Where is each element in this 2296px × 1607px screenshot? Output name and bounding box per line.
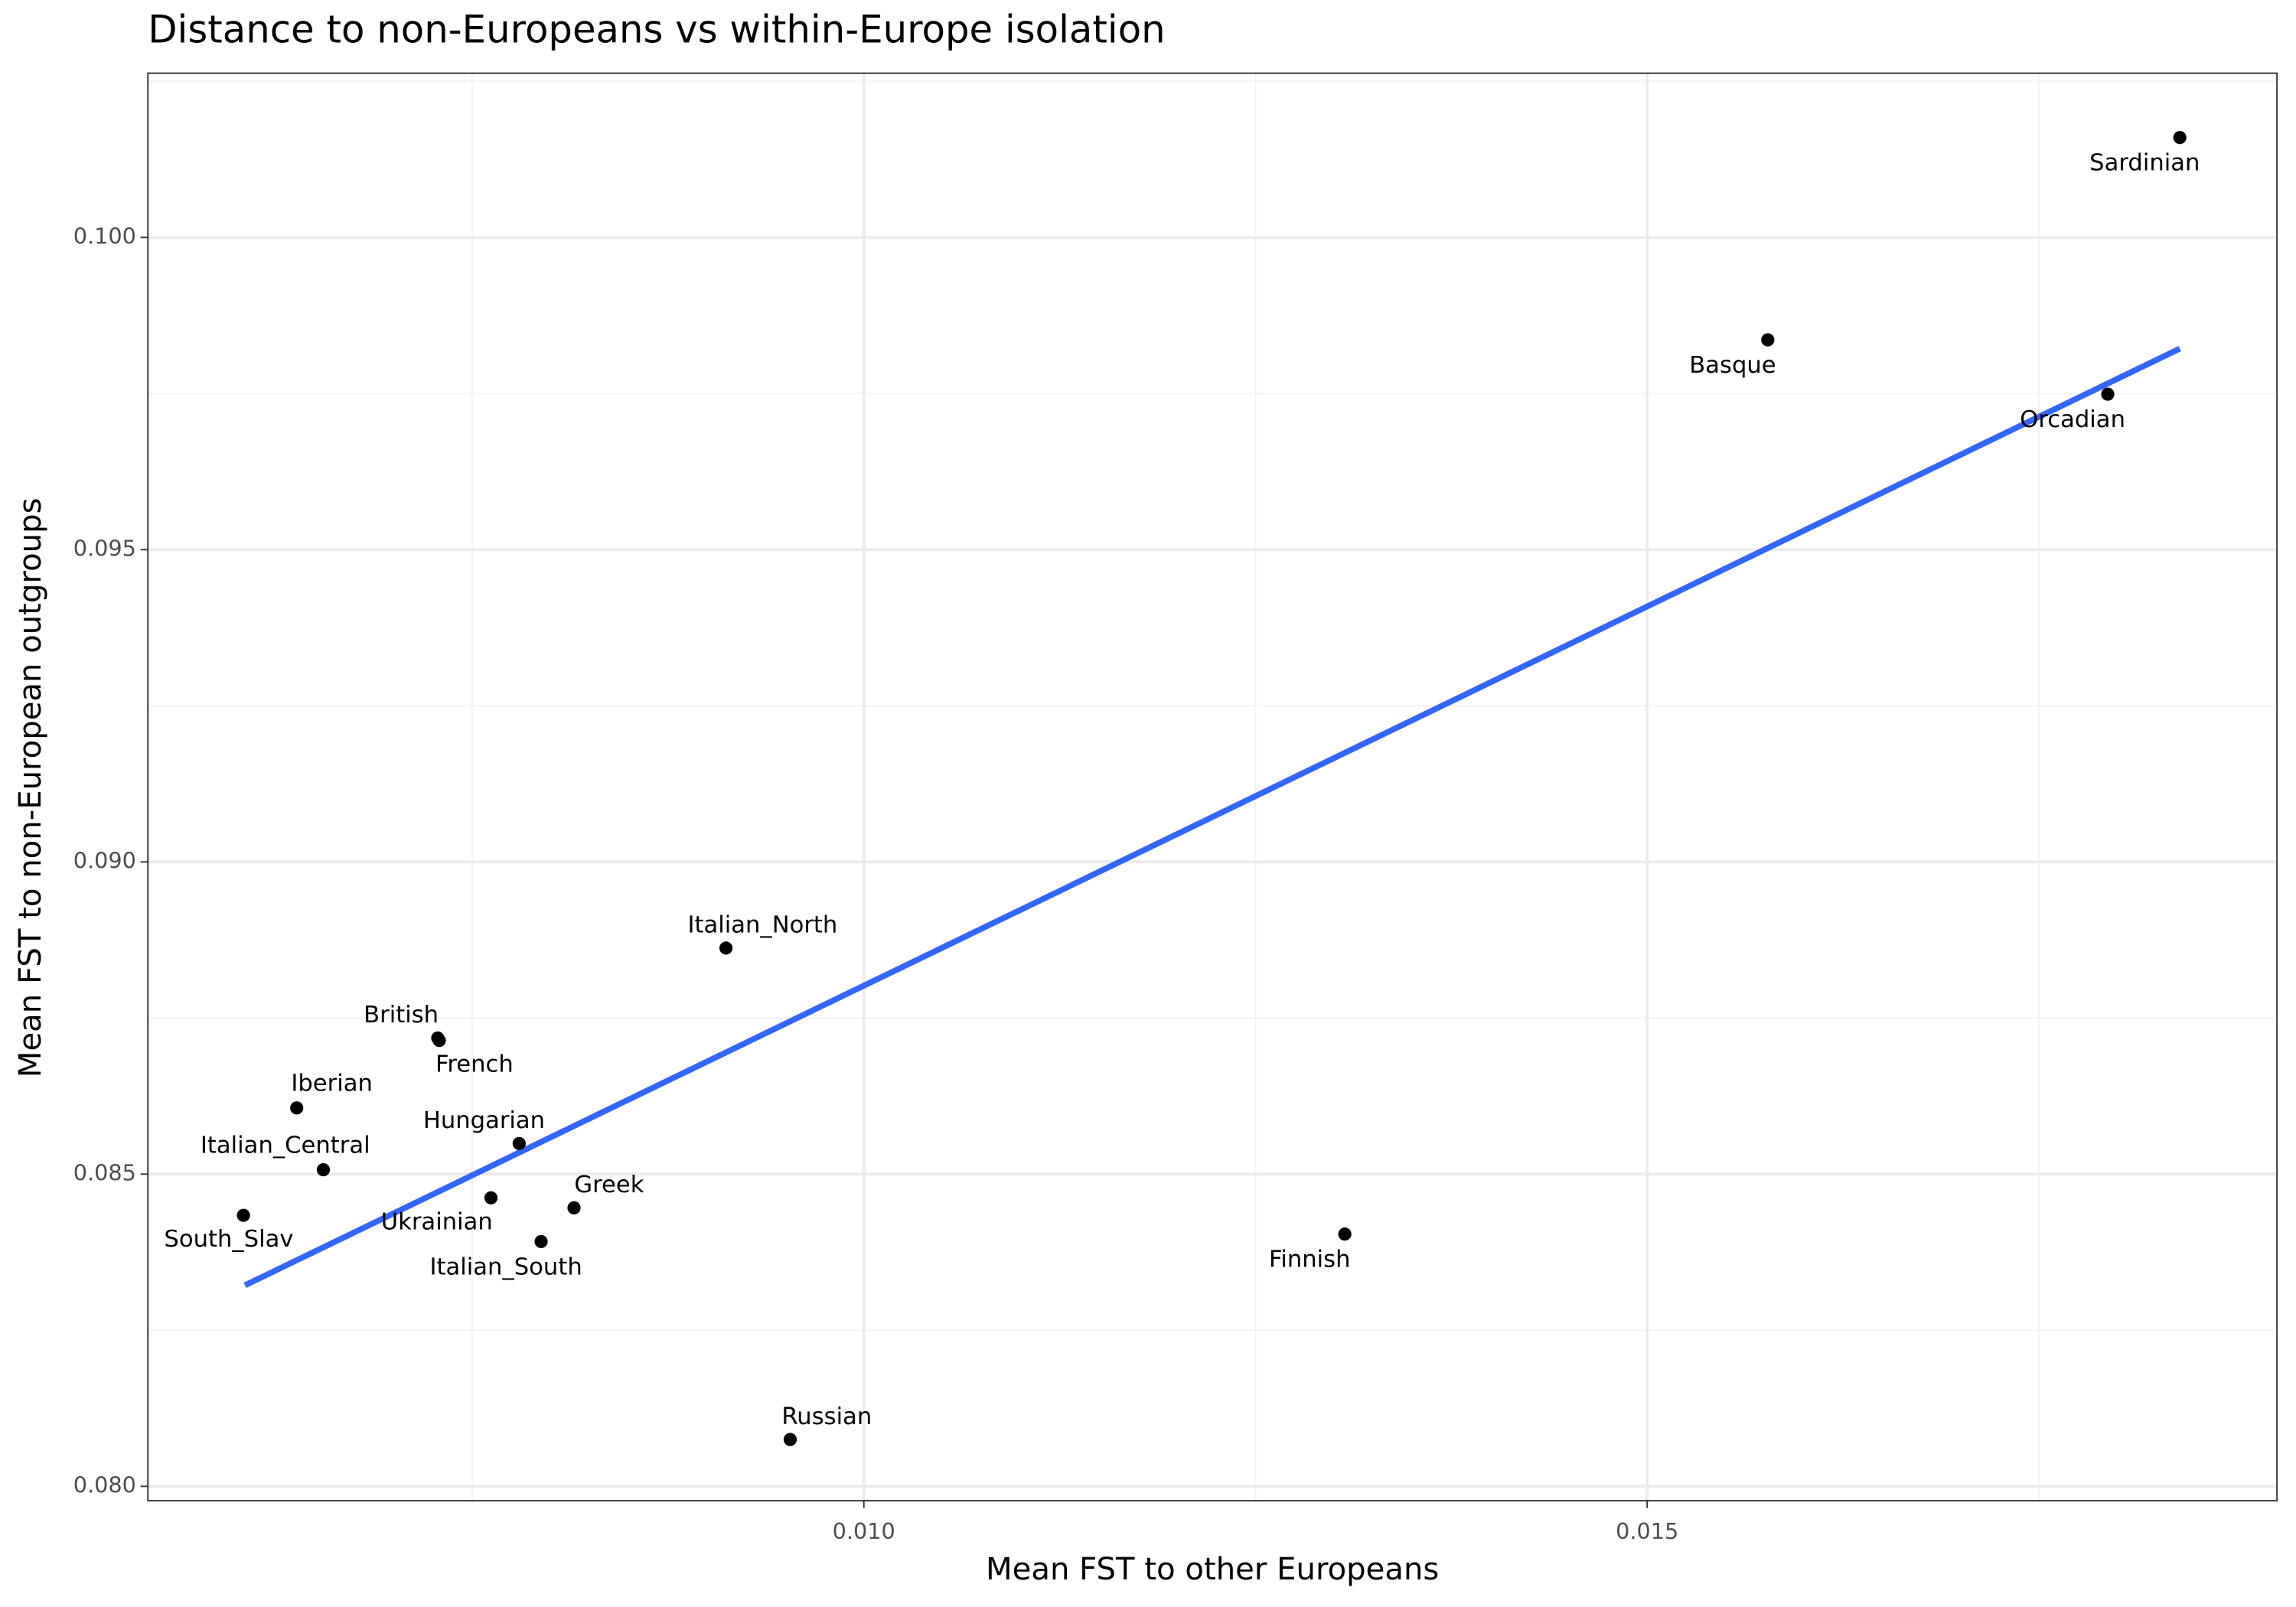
point-label: Italian_South: [430, 1253, 582, 1280]
point-label: Hungarian: [423, 1107, 545, 1134]
point: [236, 1208, 250, 1222]
y-tick-label: 0.095: [73, 535, 136, 561]
point: [2101, 387, 2115, 401]
point-label: Ukrainian: [381, 1208, 493, 1235]
x-tick-label: 0.010: [833, 1518, 895, 1544]
point-label: French: [435, 1051, 514, 1078]
y-tick-label: 0.090: [73, 847, 136, 873]
point-label: Iberian: [291, 1071, 373, 1097]
point-label: Sardinian: [2089, 150, 2200, 177]
fit-line: [243, 346, 2181, 1289]
point: [290, 1101, 304, 1115]
point-label: Orcadian: [2020, 406, 2125, 433]
point-label: South_Slav: [164, 1226, 293, 1253]
point: [783, 1433, 797, 1446]
point: [719, 941, 733, 955]
point-label: Russian: [781, 1403, 872, 1430]
point-label: Basque: [1689, 352, 1776, 379]
x-axis-title: Mean FST to other Europeans: [986, 1552, 1439, 1587]
point-label: Greek: [574, 1172, 644, 1198]
y-axis-title: Mean FST to non-European outgroups: [13, 497, 48, 1077]
point: [432, 1034, 446, 1048]
y-tick-label: 0.085: [73, 1159, 136, 1185]
point: [567, 1201, 581, 1214]
point-label: Italian_North: [687, 912, 837, 939]
point: [484, 1191, 498, 1204]
y-tick-label: 0.080: [73, 1472, 136, 1498]
point: [2173, 131, 2187, 145]
point-label: British: [364, 1002, 439, 1028]
point: [1761, 333, 1775, 347]
point: [534, 1234, 548, 1249]
point: [512, 1136, 526, 1150]
y-tick-label: 0.100: [73, 223, 136, 249]
point: [1338, 1227, 1352, 1241]
chart-title: Distance to non-Europeans vs within-Euro…: [148, 8, 1165, 52]
plot-border: [147, 72, 2278, 1502]
point-label: Finnish: [1269, 1247, 1351, 1273]
x-tick-label: 0.015: [1616, 1518, 1678, 1544]
point: [316, 1162, 331, 1177]
point-label: Italian_Central: [201, 1132, 370, 1159]
